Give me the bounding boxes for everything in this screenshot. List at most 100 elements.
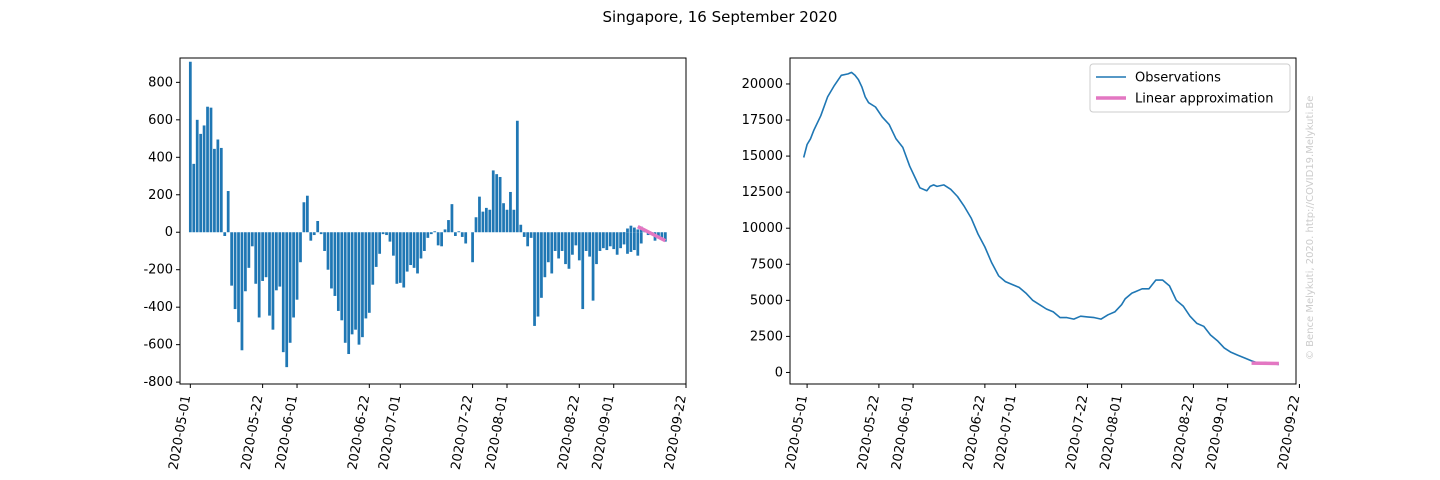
bar: [626, 228, 629, 233]
y-tick-label: 600: [148, 113, 173, 128]
bar: [577, 232, 581, 261]
y-tick-label: -600: [143, 338, 173, 353]
y-tick-label: -200: [143, 263, 173, 278]
bar: [333, 232, 337, 296]
bar: [443, 229, 447, 233]
y-tick-label: 0: [165, 225, 173, 240]
bar: [626, 232, 629, 254]
y-tick-label: -800: [143, 375, 173, 390]
bar: [571, 232, 574, 255]
bar: [226, 191, 230, 233]
y-tick-label: 800: [148, 75, 173, 90]
bar: [632, 232, 636, 251]
bar: [464, 232, 468, 244]
bar: [323, 232, 326, 251]
bar: [223, 232, 227, 236]
bar: [474, 217, 478, 233]
bar: [336, 232, 340, 311]
bar: [478, 196, 481, 233]
bar: [588, 232, 591, 257]
bar-chart-panel: -800 -600 -400 -200 0 200 400 600 800 2020-05-01 2…: [143, 57, 690, 471]
y-tick-label: 17500: [742, 113, 783, 128]
bar: [581, 232, 585, 310]
bar: [237, 232, 240, 323]
linear-approximation-line: [637, 225, 667, 243]
bar: [319, 232, 323, 235]
bar: [526, 232, 530, 247]
bar: [622, 232, 626, 235]
bar: [309, 232, 313, 241]
bar: [364, 232, 368, 319]
bar: [261, 232, 264, 281]
legend-label: Observations: [1135, 71, 1221, 86]
bar: [340, 232, 344, 321]
x-tick-label: 2020-09-22: [1275, 394, 1303, 471]
watermark: © Bence Melykuti, 2020. http://COVID19.M…: [1305, 96, 1316, 360]
bar: [254, 232, 258, 284]
legend-label: Linear approximation: [1135, 92, 1273, 107]
y-tick-label: 12500: [742, 185, 783, 200]
bar: [395, 232, 399, 284]
watermark-text: © Bence Melykuti, 2020. http://COVID19.M…: [1305, 96, 1316, 360]
x-tick-label: 2020-07-22: [449, 394, 477, 471]
bar: [598, 232, 602, 251]
bar: [347, 232, 351, 355]
bar: [392, 232, 395, 256]
bar: [409, 232, 413, 266]
bar: [295, 232, 299, 300]
bar: [381, 232, 385, 235]
bar: [522, 232, 526, 237]
x-tick-label: 2020-05-22: [239, 394, 267, 471]
bar: [540, 232, 543, 298]
x-tick-label: 2020-06-22: [345, 394, 373, 471]
bar: [457, 231, 461, 233]
bar: [546, 232, 550, 263]
bar: [316, 221, 320, 233]
bar: [567, 232, 571, 269]
bar: [199, 133, 203, 233]
x-tick-label: 2020-07-01: [992, 394, 1020, 471]
x-tick-label: 2020-08-22: [1169, 394, 1197, 471]
bar: [388, 232, 392, 242]
bar: [484, 207, 488, 233]
bar: [429, 232, 433, 235]
bar: [278, 232, 282, 287]
bar: [230, 232, 234, 286]
bar: [636, 229, 640, 233]
x-tick-label: 2020-09-01: [1204, 394, 1232, 471]
figure-title: Singapore, 16 September 2020: [602, 8, 838, 26]
bar: [515, 120, 519, 233]
bar: [302, 202, 306, 233]
bar: [519, 224, 523, 233]
bar: [378, 232, 382, 254]
bar: [275, 232, 278, 291]
x-tick-label: 2020-06-22: [961, 394, 989, 471]
bar: [330, 232, 333, 289]
bar: [202, 125, 206, 233]
y-tick-label: 0: [775, 365, 783, 380]
plot-frame: [179, 57, 687, 385]
bar: [206, 106, 209, 233]
bar: [195, 119, 199, 233]
x-tick-label: 2020-05-22: [855, 394, 883, 471]
bar: [285, 232, 289, 368]
bar: [491, 170, 495, 233]
bar: [213, 148, 216, 233]
y-tick-label: 15000: [742, 149, 783, 164]
y-tick-label: 200: [148, 188, 173, 203]
bar: [268, 232, 271, 316]
bar: [440, 232, 443, 247]
bar: [453, 232, 457, 236]
bar: [402, 232, 406, 288]
bar: [209, 107, 213, 233]
bar: [367, 232, 371, 313]
x-tick-label: 2020-07-01: [376, 394, 404, 471]
bar: [192, 163, 196, 233]
bar: [305, 195, 309, 233]
bar: [622, 232, 626, 245]
bar: [557, 232, 561, 259]
bar: [495, 174, 499, 233]
bar: [288, 232, 292, 343]
plot-frame: [789, 57, 1297, 385]
